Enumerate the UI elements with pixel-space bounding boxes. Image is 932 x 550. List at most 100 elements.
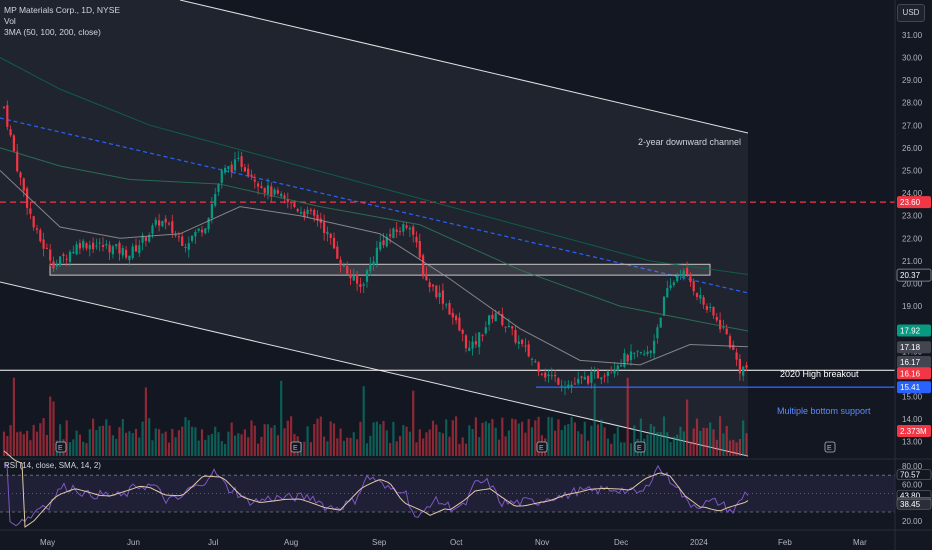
- rsi-badge-label: 43.80: [900, 491, 921, 500]
- volume-bar: [448, 436, 451, 456]
- price-badge-label: 16.17: [900, 358, 921, 367]
- candle-body: [227, 166, 230, 169]
- volume-bar: [596, 424, 600, 456]
- candle-body: [276, 190, 279, 194]
- currency-button[interactable]: USD: [897, 4, 925, 22]
- candle-body: [263, 187, 266, 193]
- volume-bar: [253, 425, 256, 456]
- candle-body: [474, 341, 477, 345]
- candle-body: [471, 341, 474, 349]
- volume-bar: [352, 432, 355, 456]
- candle-body: [247, 168, 250, 176]
- time-axis-label: Jun: [127, 538, 140, 547]
- volume-legend: Vol: [4, 16, 16, 26]
- candle-body: [52, 261, 55, 269]
- price-badge: [897, 196, 931, 209]
- candle-body: [682, 270, 685, 277]
- volume-bar: [257, 443, 260, 456]
- volume-bar: [689, 441, 692, 456]
- price-badge-label: 17.18: [900, 343, 921, 352]
- volume-bar: [323, 436, 326, 456]
- volume-bar: [171, 428, 174, 456]
- time-axis-label: Oct: [450, 538, 463, 547]
- volume-bar: [491, 419, 494, 456]
- volume-bar: [151, 440, 154, 456]
- price-badge-label: 2.373M: [900, 427, 927, 436]
- candle-body: [620, 364, 623, 367]
- volume-bar: [725, 425, 728, 456]
- candle-body: [679, 274, 682, 277]
- volume-bar: [484, 421, 487, 456]
- candle-body: [217, 183, 220, 192]
- candle-body: [171, 221, 174, 234]
- volume-bar: [270, 427, 273, 456]
- volume-bar: [332, 423, 336, 456]
- volume-bar: [290, 416, 293, 456]
- volume-bar: [692, 428, 695, 456]
- candle-body: [352, 275, 355, 281]
- volume-bar: [286, 420, 289, 456]
- candle-body: [115, 244, 118, 247]
- candle-body: [415, 236, 418, 243]
- volume-bar: [82, 441, 85, 456]
- candle-body: [118, 242, 121, 254]
- candle-body: [745, 365, 748, 368]
- candle-body: [26, 188, 29, 208]
- volume-bar: [577, 431, 580, 456]
- price-badge: [897, 341, 931, 354]
- candle-body: [121, 247, 124, 256]
- volume-bar: [656, 432, 659, 456]
- candle-body: [577, 378, 580, 384]
- volume-bar: [342, 440, 345, 456]
- candle-body: [316, 214, 319, 221]
- volume-bar: [735, 442, 738, 456]
- volume-bar: [16, 432, 19, 456]
- volume-bar: [547, 416, 550, 456]
- volume-bar: [240, 434, 243, 456]
- volume-bar: [154, 428, 157, 456]
- candle-body: [125, 249, 128, 258]
- candle-body: [425, 274, 428, 281]
- channel-upper-line: [179, 0, 749, 134]
- candle-body: [359, 284, 362, 288]
- candle-body: [349, 274, 352, 279]
- candle-body: [606, 371, 609, 376]
- candle-body: [346, 266, 349, 274]
- candle-body: [468, 347, 471, 351]
- candle-body: [101, 244, 105, 247]
- volume-bar: [481, 422, 484, 456]
- volume-bar: [445, 419, 448, 456]
- candle-body: [699, 295, 702, 299]
- volume-bar: [666, 432, 669, 456]
- candle-body: [709, 307, 712, 309]
- candle-body: [504, 326, 507, 328]
- volume-bar: [346, 437, 349, 456]
- candle-body: [511, 326, 514, 329]
- volume-bar: [732, 439, 735, 456]
- candles: [2, 100, 748, 396]
- candle-body: [689, 274, 692, 283]
- candle-body: [600, 377, 603, 380]
- rsi-tick-label: 80.00: [902, 462, 923, 471]
- volume-bar: [395, 441, 398, 456]
- candle-body: [702, 297, 705, 305]
- candle-body: [230, 164, 233, 173]
- candle-body: [659, 317, 662, 328]
- volume-bar: [59, 424, 62, 456]
- candle-body: [151, 225, 154, 234]
- candle-body: [220, 170, 223, 183]
- price-tick-label: 28.00: [902, 99, 923, 108]
- candle-body: [587, 376, 590, 384]
- candle-body: [626, 354, 629, 362]
- candle-body: [431, 284, 435, 287]
- volume-bar: [709, 422, 712, 456]
- volume-bar: [217, 432, 220, 456]
- candle-body: [590, 371, 593, 383]
- volume-bar: [679, 426, 682, 456]
- volume-bar: [570, 416, 573, 456]
- candle-body: [412, 226, 415, 235]
- candle-body: [461, 329, 464, 334]
- candle-body: [649, 350, 652, 353]
- price-tick-label: 13.00: [902, 438, 923, 447]
